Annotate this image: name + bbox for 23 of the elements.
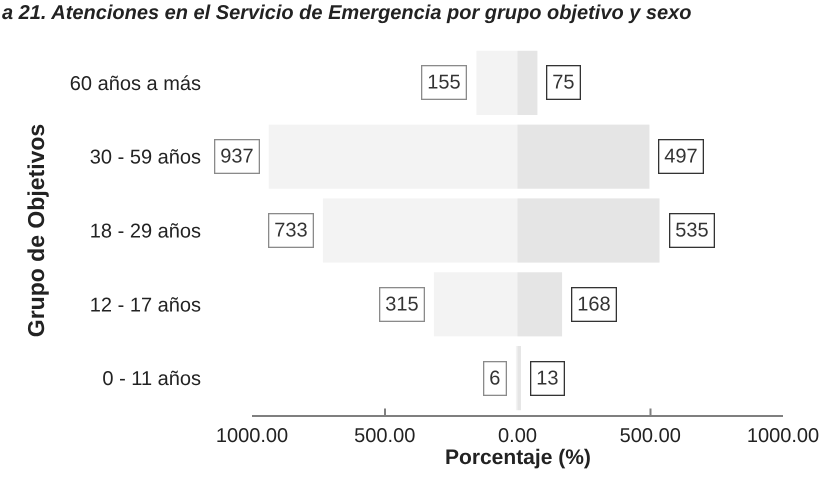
data-label: 75: [552, 71, 575, 94]
data-label: 155: [427, 71, 461, 94]
x-tick-label: 500.00: [620, 424, 681, 447]
data-label: 733: [274, 219, 308, 242]
y-tick-label: 0 - 11 años: [102, 368, 201, 390]
y-tick-label: 30 - 59 años: [90, 146, 201, 169]
data-label: 315: [385, 293, 419, 316]
chart-title: a 21. Atenciones en el Servicio de Emergencia por grupo objetivo y sexo: [2, 2, 692, 24]
x-tick-label: 1000.00: [746, 424, 820, 447]
data-label: 535: [675, 219, 709, 242]
y-tick-label: 18 - 29 años: [90, 220, 201, 242]
y-axis-title: Grupo de Objetivos: [23, 124, 50, 338]
data-label: 6: [489, 367, 500, 390]
data-label: 497: [664, 145, 698, 168]
x-tick-label: 1000.00: [216, 424, 288, 447]
y-tick-label: 12 - 17 años: [90, 294, 201, 316]
data-label: 168: [577, 293, 611, 316]
x-tick-label: 0.00: [498, 424, 537, 447]
data-label: 13: [536, 367, 559, 390]
x-axis-title: Porcentaje (%): [445, 446, 591, 469]
x-tick-label: 500.00: [354, 424, 416, 447]
y-tick-label: 60 años a más: [70, 72, 201, 95]
data-label: 937: [220, 145, 254, 168]
